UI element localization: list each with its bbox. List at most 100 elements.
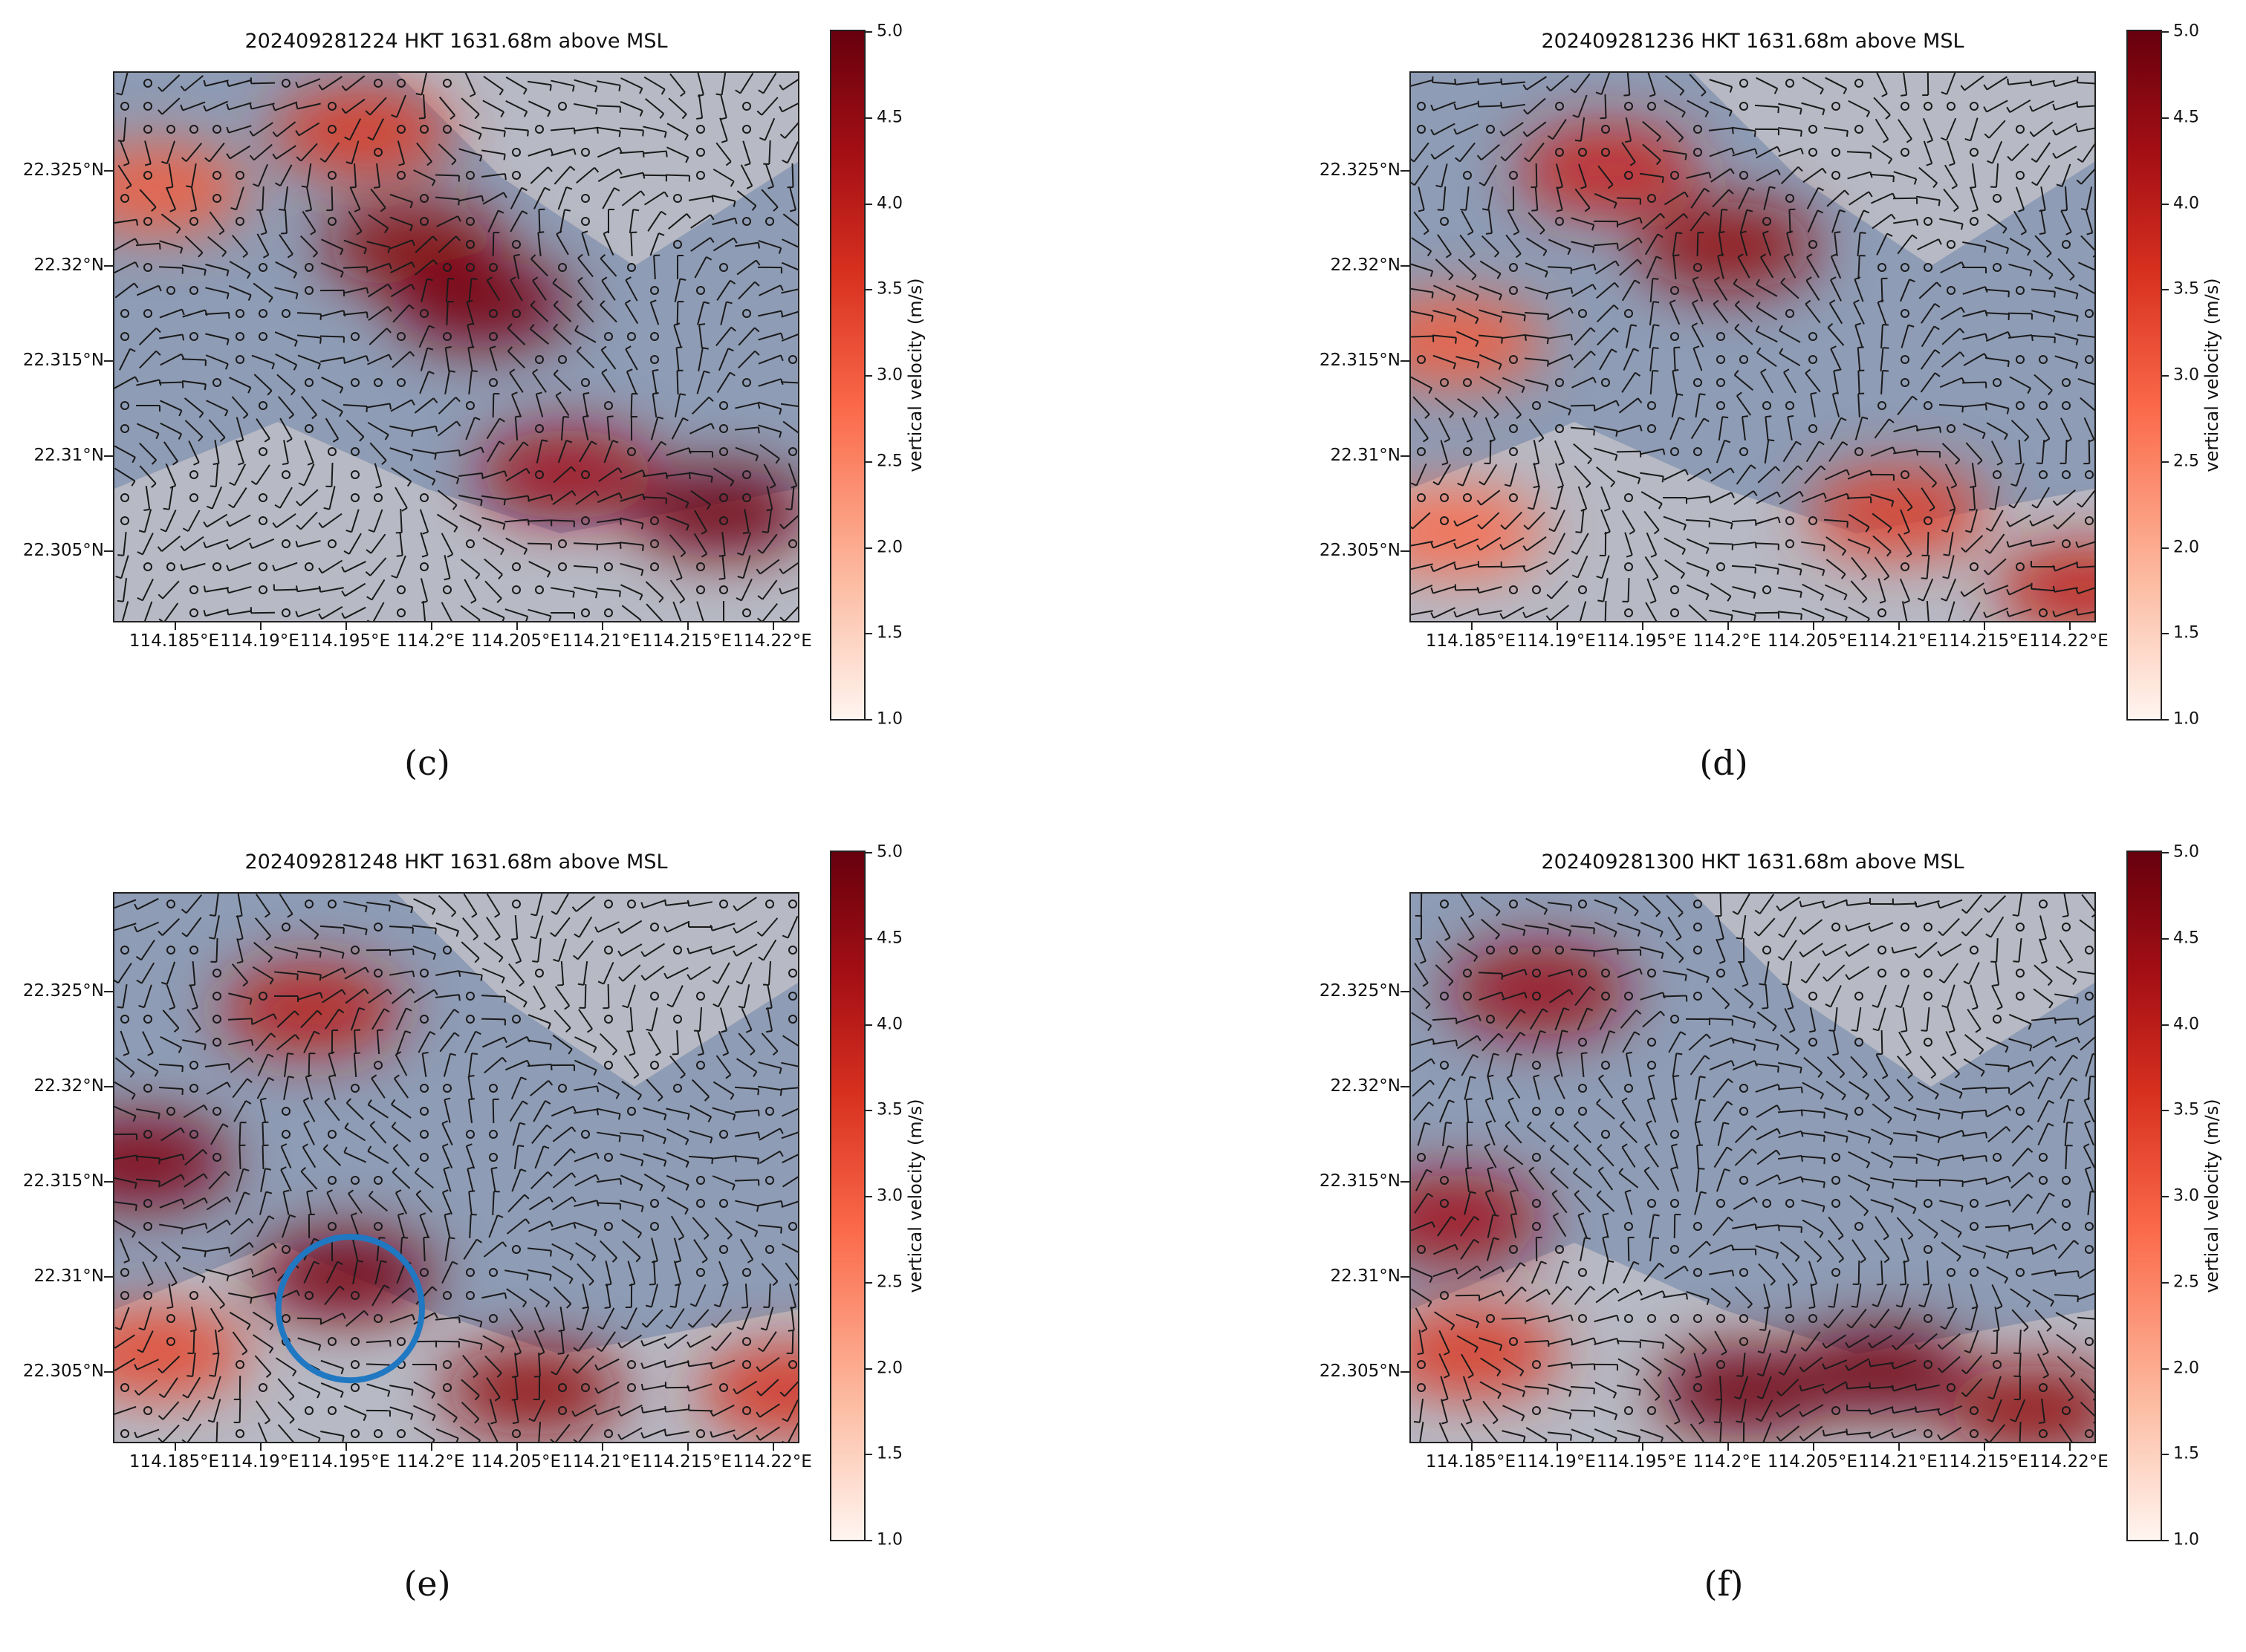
wind-barb-flag	[1422, 982, 1429, 987]
wind-barb	[736, 1380, 758, 1395]
wind-barb	[1417, 1122, 1426, 1146]
wind-barb	[1548, 923, 1571, 931]
wind-barb	[186, 1399, 201, 1422]
wind-barb-flag	[1431, 316, 1434, 322]
wind-barb-flag	[1598, 1166, 1604, 1171]
wind-barb-flag	[295, 130, 300, 136]
wind-barb-flag	[766, 1030, 773, 1033]
wind-barb-flag	[2026, 250, 2031, 256]
velocity-hotspot	[444, 1345, 623, 1435]
wind-barb-flag	[1984, 334, 1988, 340]
wind-barb-flag	[2010, 483, 2017, 487]
wind-barb	[1529, 1008, 1544, 1030]
wind-barb-flag	[305, 209, 312, 212]
wind-barb	[1779, 897, 1800, 911]
wind-barb-flag	[594, 167, 600, 173]
calm-marker	[2062, 1176, 2071, 1185]
wind-barb-flag	[756, 1366, 761, 1372]
wind-barb	[1939, 1082, 1963, 1094]
wind-barb-flag	[474, 114, 480, 120]
wind-barb-flag	[455, 478, 460, 484]
wind-barb-flag	[260, 1097, 267, 1101]
wind-barb-flag	[181, 1439, 186, 1442]
wind-barb	[168, 163, 174, 187]
wind-barb	[1778, 1176, 1802, 1185]
y-tick	[1400, 455, 1409, 458]
wind-barb-flag	[1578, 1212, 1585, 1216]
wind-barb	[2082, 143, 2094, 163]
calm-marker	[650, 355, 659, 364]
wind-barb	[669, 1055, 686, 1076]
calm-marker	[120, 946, 129, 955]
wind-barb	[400, 508, 403, 533]
wind-barb-flag	[633, 209, 640, 212]
wind-barb	[162, 580, 180, 599]
wind-barb-flag	[1445, 253, 1452, 258]
wind-barb-flag	[756, 1411, 761, 1418]
wind-barb-flag	[480, 446, 484, 454]
wind-barb-flag	[204, 1223, 208, 1230]
wind-barb-flag	[1423, 438, 1429, 443]
wind-barb	[782, 103, 798, 113]
wind-barb	[1970, 117, 1979, 141]
x-tick-label: 114.19°E	[220, 631, 299, 651]
wind-barb	[215, 1421, 218, 1442]
wind-barb	[1455, 356, 1479, 363]
wind-barb-flag	[1984, 549, 1991, 554]
wind-barb-flag	[1625, 140, 1632, 143]
wind-barb	[2034, 374, 2053, 391]
wind-barb	[139, 189, 157, 208]
colorbar-tick-label: 1.5	[2173, 623, 2199, 643]
wind-barb-flag	[340, 1391, 344, 1398]
wind-barb	[300, 511, 318, 530]
wind-barb	[210, 1307, 224, 1330]
wind-barb-flag	[369, 1120, 376, 1126]
wind-barb-flag	[1653, 1214, 1660, 1217]
wind-barb	[720, 302, 727, 325]
wind-barb	[277, 1401, 295, 1420]
wind-barb	[767, 509, 773, 533]
wind-barb	[1782, 940, 1797, 960]
wind-barb-flag	[1545, 293, 1549, 300]
y-tick-label: 22.325°N	[22, 160, 104, 180]
wind-barb	[1903, 73, 1908, 95]
wind-barb-flag	[2030, 1060, 2034, 1067]
calm-marker	[2016, 401, 2025, 410]
wind-barb	[762, 533, 778, 554]
wind-barb	[1756, 330, 1778, 343]
calm-marker	[443, 946, 452, 955]
wind-barb	[320, 310, 344, 317]
wind-barb-flag	[1500, 78, 1503, 85]
wind-barb	[1989, 533, 2005, 554]
wind-barb-flag	[1420, 960, 1427, 964]
wind-barb-flag	[337, 1261, 343, 1266]
wind-barb-flag	[1455, 337, 1457, 344]
calm-marker	[305, 286, 314, 295]
wind-barb-flag	[158, 1113, 160, 1119]
wind-barb	[1460, 894, 1475, 915]
wind-barb	[1525, 379, 1548, 386]
calm-marker	[1854, 1222, 1863, 1231]
wind-barb	[2018, 439, 2022, 464]
wind-barb-flag	[1571, 550, 1577, 555]
wind-barb	[1872, 213, 1892, 230]
wind-barb-flag	[758, 89, 765, 94]
wind-barb	[1719, 894, 1722, 917]
wind-barb-flag	[687, 1342, 691, 1348]
wind-barb-flag	[158, 1393, 165, 1399]
wind-barb	[1548, 969, 1571, 978]
wind-barb-flag	[1473, 956, 1479, 963]
wind-barb	[1871, 192, 1893, 204]
wind-barb-flag	[701, 1258, 708, 1264]
calm-marker	[650, 562, 659, 571]
wind-barb	[735, 446, 759, 457]
wind-barb	[135, 1178, 160, 1183]
wind-barb	[1487, 1214, 1494, 1238]
wind-barb-flag	[2008, 1066, 2010, 1073]
wind-barb-flag	[530, 300, 536, 306]
wind-barb-flag	[2065, 231, 2072, 235]
wind-barb	[1962, 333, 1986, 340]
wind-barb-flag	[710, 1431, 713, 1437]
wind-barb-flag	[133, 282, 139, 289]
wind-barb	[1597, 165, 1614, 186]
